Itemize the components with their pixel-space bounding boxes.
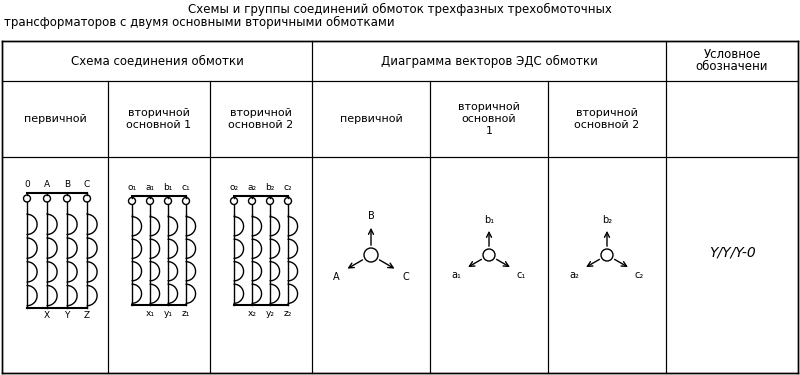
Text: первичной: первичной (340, 114, 402, 124)
Text: a₁: a₁ (146, 183, 154, 192)
Text: c₁: c₁ (517, 270, 526, 280)
Text: x₂: x₂ (247, 309, 257, 318)
Text: первичной: первичной (24, 114, 86, 124)
Text: Y/Y/Y-0: Y/Y/Y-0 (709, 245, 755, 259)
Text: вторичной
основной 2: вторичной основной 2 (228, 108, 294, 130)
Text: вторичной
основной 1: вторичной основной 1 (126, 108, 191, 130)
Text: B: B (64, 180, 70, 189)
Text: Диаграмма векторов ЭДС обмотки: Диаграмма векторов ЭДС обмотки (381, 54, 598, 68)
Text: трансформаторов с двумя основными вторичными обмотками: трансформаторов с двумя основными вторич… (4, 16, 394, 29)
Text: x₁: x₁ (146, 309, 154, 318)
Text: z₁: z₁ (182, 309, 190, 318)
Text: z₂: z₂ (284, 309, 292, 318)
Text: вторичной
основной
1: вторичной основной 1 (458, 102, 520, 136)
Text: a₂: a₂ (570, 270, 579, 280)
Text: y₁: y₁ (163, 309, 173, 318)
Text: A: A (44, 180, 50, 189)
Text: вторичной
основной 2: вторичной основной 2 (574, 108, 640, 130)
Text: обозначени: обозначени (696, 60, 768, 74)
Text: Z: Z (84, 312, 90, 321)
Text: b₂: b₂ (266, 183, 274, 192)
Text: o₁: o₁ (127, 183, 137, 192)
Text: Y: Y (64, 312, 70, 321)
Text: a₂: a₂ (247, 183, 257, 192)
Text: X: X (44, 312, 50, 321)
Text: 0: 0 (24, 180, 30, 189)
Text: b₁: b₁ (163, 183, 173, 192)
Text: C: C (84, 180, 90, 189)
Text: a₁: a₁ (452, 270, 462, 280)
Text: y₂: y₂ (266, 309, 274, 318)
Text: c₂: c₂ (634, 270, 644, 280)
Text: o₂: o₂ (230, 183, 238, 192)
Text: b₁: b₁ (484, 215, 494, 225)
Text: Условное: Условное (703, 48, 761, 62)
Text: B: B (368, 211, 374, 221)
Text: Схема соединения обмотки: Схема соединения обмотки (70, 54, 243, 68)
Text: C: C (402, 272, 410, 282)
Text: c₂: c₂ (284, 183, 292, 192)
Text: c₁: c₁ (182, 183, 190, 192)
Text: Схемы и группы соединений обмоток трехфазных трехобмоточных: Схемы и группы соединений обмоток трехфа… (188, 3, 612, 16)
Text: A: A (333, 272, 339, 282)
Text: b₂: b₂ (602, 215, 612, 225)
